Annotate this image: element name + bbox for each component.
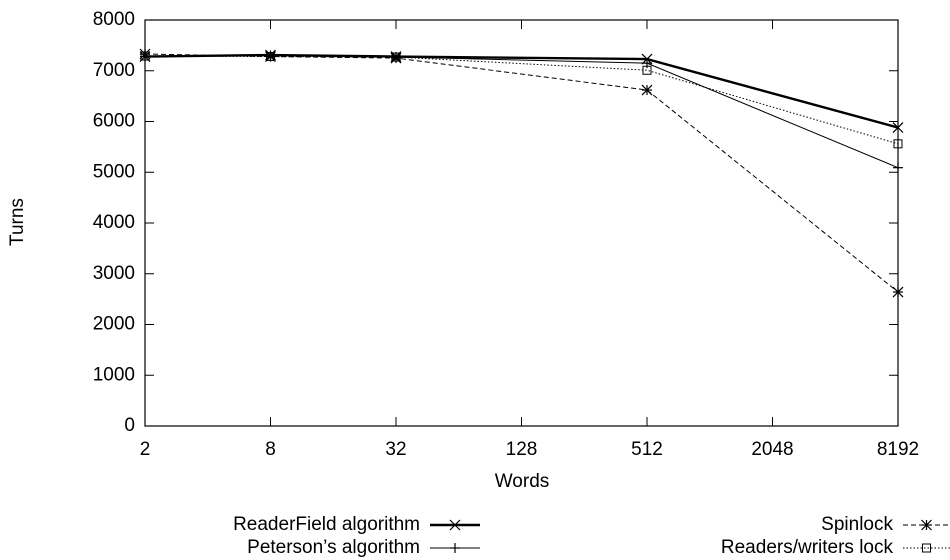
marker: [893, 162, 903, 173]
marker: [641, 84, 653, 96]
marker: [266, 52, 275, 62]
legend-label: Spinlock: [821, 514, 893, 535]
y-axis-label: Turns: [7, 198, 28, 246]
marker: [892, 286, 904, 298]
marker: [450, 543, 460, 553]
marker: [139, 48, 151, 60]
y-tick-label: 8000: [93, 9, 135, 30]
legend-label: ReaderField algorithm: [233, 514, 420, 535]
x-tick-label: 8192: [877, 439, 919, 460]
y-tick-label: 5000: [93, 161, 135, 182]
x-tick-label: 32: [385, 439, 406, 460]
marker: [892, 122, 904, 134]
marker: [140, 51, 150, 61]
marker-square: [391, 52, 401, 62]
marker: [922, 543, 931, 553]
y-tick-label: 1000: [93, 364, 135, 385]
y-tick-label: 0: [124, 415, 135, 436]
legend-label: Readers/writers lock: [721, 537, 894, 558]
marker: [391, 52, 401, 62]
y-tick-label: 2000: [93, 314, 135, 335]
x-axis-label: Words: [495, 471, 550, 492]
x-tick-label: 128: [506, 439, 538, 460]
marker-square: [266, 52, 275, 62]
marker-stroke: [892, 122, 904, 134]
marker: [449, 519, 461, 531]
marker: [921, 519, 932, 531]
series-line: [144, 55, 899, 145]
plot-frame: [144, 19, 899, 427]
series-line: [144, 55, 899, 169]
marker: [642, 65, 652, 75]
marker-stroke: [449, 519, 461, 531]
y-tick-label: 4000: [93, 212, 135, 233]
series-line: [144, 53, 899, 293]
y-tick-label: 3000: [93, 263, 135, 284]
x-tick-label: 2: [140, 439, 151, 460]
marker: [265, 51, 276, 62]
y-tick-label: 7000: [93, 60, 135, 81]
marker: [893, 139, 903, 149]
y-tick-label: 6000: [93, 111, 135, 132]
x-tick-label: 512: [631, 439, 663, 460]
marker-square: [922, 543, 931, 553]
marker-square: [893, 139, 903, 149]
x-tick-label: 8: [265, 439, 276, 460]
marker-square: [642, 65, 652, 75]
series-line: [144, 53, 899, 129]
x-tick-label: 2048: [751, 439, 793, 460]
marker-square: [140, 51, 150, 61]
legend-label: Peterson’s algorithm: [247, 537, 420, 558]
